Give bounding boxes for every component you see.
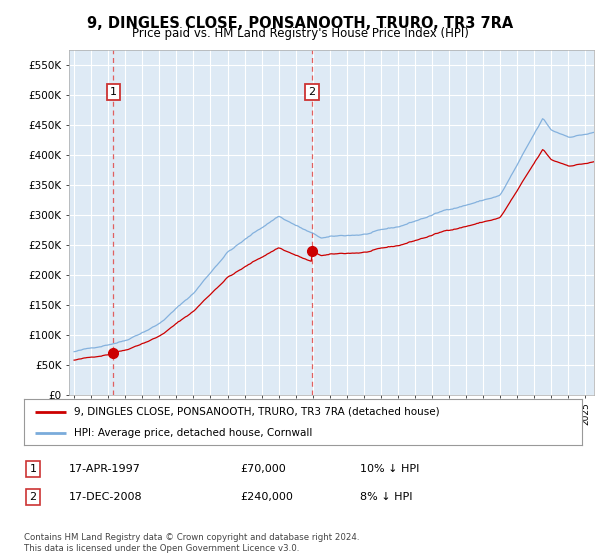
Text: 1: 1 <box>29 464 37 474</box>
Text: 8% ↓ HPI: 8% ↓ HPI <box>360 492 413 502</box>
Text: Price paid vs. HM Land Registry's House Price Index (HPI): Price paid vs. HM Land Registry's House … <box>131 27 469 40</box>
Text: HPI: Average price, detached house, Cornwall: HPI: Average price, detached house, Corn… <box>74 428 313 438</box>
Text: 1: 1 <box>110 87 116 97</box>
Text: 9, DINGLES CLOSE, PONSANOOTH, TRURO, TR3 7RA: 9, DINGLES CLOSE, PONSANOOTH, TRURO, TR3… <box>87 16 513 31</box>
Text: Contains HM Land Registry data © Crown copyright and database right 2024.
This d: Contains HM Land Registry data © Crown c… <box>24 533 359 553</box>
Text: 9, DINGLES CLOSE, PONSANOOTH, TRURO, TR3 7RA (detached house): 9, DINGLES CLOSE, PONSANOOTH, TRURO, TR3… <box>74 407 440 417</box>
Text: 10% ↓ HPI: 10% ↓ HPI <box>360 464 419 474</box>
Text: £70,000: £70,000 <box>240 464 286 474</box>
Text: 2: 2 <box>29 492 37 502</box>
Text: 17-DEC-2008: 17-DEC-2008 <box>69 492 143 502</box>
Text: 2: 2 <box>308 87 316 97</box>
Text: 17-APR-1997: 17-APR-1997 <box>69 464 141 474</box>
Text: £240,000: £240,000 <box>240 492 293 502</box>
